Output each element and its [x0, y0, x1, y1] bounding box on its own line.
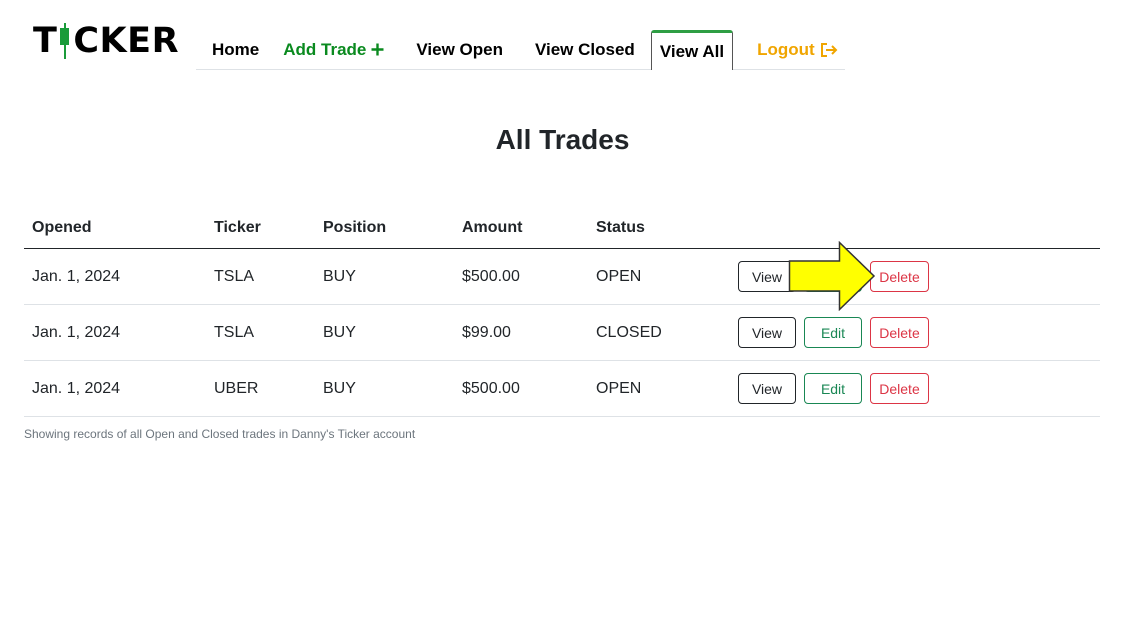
- logo-text-t: T: [33, 21, 58, 61]
- trades-table: Opened Ticker Position Amount Status Jan…: [24, 205, 1100, 417]
- logout-icon: [820, 42, 838, 57]
- nav-view-closed[interactable]: View Closed: [534, 39, 635, 59]
- header-position: Position: [323, 219, 387, 236]
- table-row: Jan. 1, 2024 UBER BUY $500.00 OPEN View …: [24, 361, 1100, 417]
- edit-button[interactable]: Edit: [804, 373, 862, 404]
- ticker-logo[interactable]: T CKER: [33, 20, 179, 62]
- view-button[interactable]: View: [738, 373, 796, 404]
- nav-view-all[interactable]: View All: [650, 30, 734, 70]
- delete-button[interactable]: Delete: [870, 261, 929, 292]
- delete-button[interactable]: Delete: [870, 317, 929, 348]
- cell-position: BUY: [323, 324, 356, 341]
- cell-amount: $500.00: [462, 380, 520, 397]
- edit-button[interactable]: Edit: [804, 317, 862, 348]
- delete-button[interactable]: Delete: [870, 373, 929, 404]
- header-status: Status: [596, 219, 645, 236]
- table-caption: Showing records of all Open and Closed t…: [24, 427, 416, 441]
- logo-text-cker: CKER: [73, 21, 180, 61]
- cell-status: OPEN: [596, 380, 642, 397]
- nav-add-trade-label: Add Trade: [283, 39, 367, 59]
- cell-ticker: TSLA: [214, 324, 255, 341]
- header-amount: Amount: [462, 219, 523, 236]
- nav-view-open[interactable]: View Open: [416, 39, 503, 59]
- cell-ticker: UBER: [214, 380, 259, 397]
- cell-position: BUY: [323, 380, 356, 397]
- main-nav: Home Add Trade View Open View Closed Vie…: [196, 30, 845, 70]
- header-ticker: Ticker: [214, 219, 261, 236]
- table-row: Jan. 1, 2024 TSLA BUY $500.00 OPEN View …: [24, 249, 1100, 305]
- nav-logout[interactable]: Logout: [733, 30, 854, 69]
- nav-add-trade[interactable]: Add Trade: [267, 30, 400, 69]
- table-header: Opened Ticker Position Amount Status: [24, 205, 1100, 249]
- view-button[interactable]: View: [738, 261, 796, 292]
- cell-opened: Jan. 1, 2024: [32, 268, 121, 285]
- arrow-right-icon: [788, 241, 876, 311]
- header-opened: Opened: [32, 219, 92, 236]
- cell-status: OPEN: [596, 268, 642, 285]
- table-row: Jan. 1, 2024 TSLA BUY $99.00 CLOSED View…: [24, 305, 1100, 361]
- cell-status: CLOSED: [596, 324, 662, 341]
- cell-ticker: TSLA: [214, 268, 255, 285]
- candlestick-icon: [60, 23, 70, 59]
- cell-amount: $500.00: [462, 268, 520, 285]
- cell-amount: $99.00: [462, 324, 511, 341]
- plus-icon: [371, 43, 384, 56]
- cell-opened: Jan. 1, 2024: [32, 380, 121, 397]
- cell-opened: Jan. 1, 2024: [32, 324, 121, 341]
- cell-position: BUY: [323, 268, 356, 285]
- nav-home[interactable]: Home: [212, 39, 260, 59]
- nav-logout-label: Logout: [757, 39, 815, 59]
- page-title: All Trades: [495, 124, 630, 155]
- view-button[interactable]: View: [738, 317, 796, 348]
